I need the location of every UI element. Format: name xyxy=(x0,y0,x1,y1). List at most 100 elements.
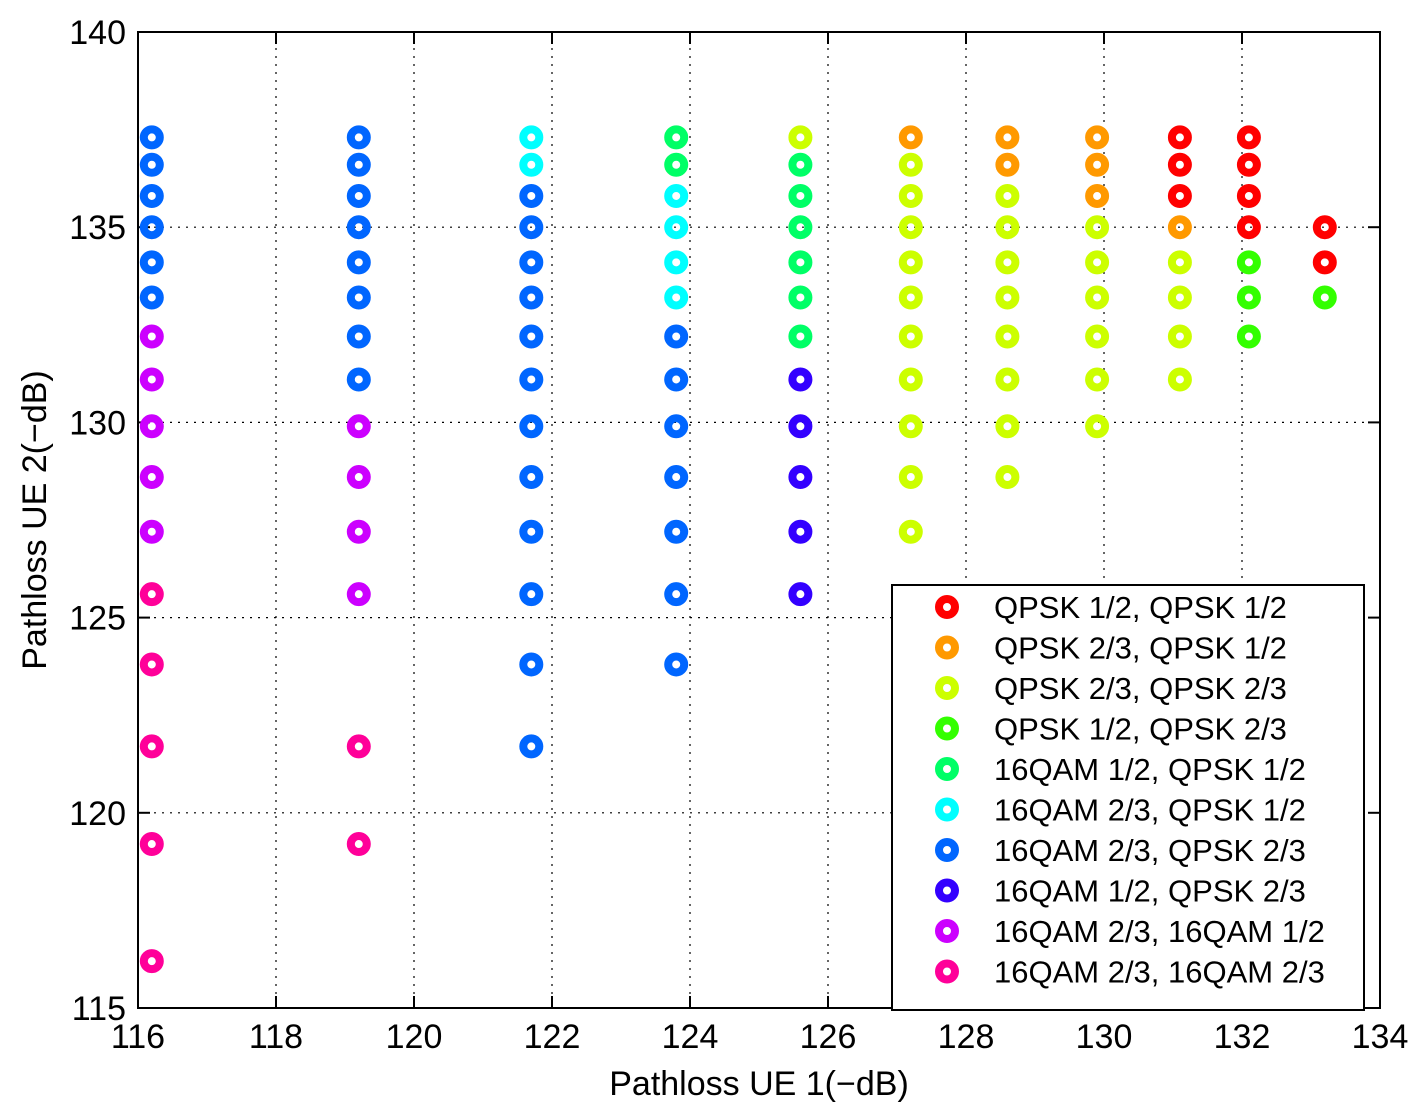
x-tick-label: 132 xyxy=(1214,1018,1271,1056)
data-point xyxy=(898,183,923,208)
data-point xyxy=(995,215,1020,240)
data-point xyxy=(898,152,923,177)
data-point xyxy=(1167,215,1192,240)
data-point xyxy=(1167,285,1192,310)
x-tick-label: 128 xyxy=(938,1018,995,1056)
data-point xyxy=(519,652,544,677)
data-point xyxy=(664,582,689,607)
data-point xyxy=(664,285,689,310)
data-point xyxy=(139,949,164,974)
data-point xyxy=(139,215,164,240)
y-tick-label: 135 xyxy=(69,209,126,247)
data-point xyxy=(995,465,1020,490)
data-point xyxy=(346,250,371,275)
data-point xyxy=(898,465,923,490)
data-point xyxy=(1085,367,1110,392)
data-point xyxy=(1312,215,1337,240)
data-point xyxy=(139,152,164,177)
data-point xyxy=(346,465,371,490)
data-point xyxy=(1167,367,1192,392)
data-point xyxy=(139,832,164,857)
data-point xyxy=(346,734,371,759)
data-point xyxy=(1167,183,1192,208)
data-point xyxy=(519,215,544,240)
data-point xyxy=(788,215,813,240)
data-point xyxy=(346,832,371,857)
data-point xyxy=(1236,285,1261,310)
y-tick-label: 115 xyxy=(72,990,126,1028)
legend-marker xyxy=(935,838,959,862)
data-point xyxy=(898,324,923,349)
axis-ticks: 116 118 120 122 124 126 128 130 132 134 115 120 125 1… xyxy=(69,14,1408,1056)
data-point xyxy=(139,465,164,490)
data-point xyxy=(139,519,164,544)
data-point xyxy=(898,414,923,439)
data-point xyxy=(346,285,371,310)
data-point xyxy=(788,285,813,310)
data-point xyxy=(788,367,813,392)
data-point xyxy=(664,324,689,349)
legend-marker xyxy=(935,595,959,619)
data-point xyxy=(346,183,371,208)
legend-label: QPSK 2/3, QPSK 1/2 xyxy=(994,631,1287,666)
data-point xyxy=(788,519,813,544)
data-point xyxy=(139,250,164,275)
data-point xyxy=(995,125,1020,150)
data-point xyxy=(346,519,371,544)
data-point xyxy=(1085,324,1110,349)
x-tick-label: 122 xyxy=(524,1018,581,1056)
legend-marker xyxy=(935,635,959,660)
data-point xyxy=(788,465,813,490)
data-point xyxy=(898,215,923,240)
legend-label: 16QAM 2/3, QPSK 2/3 xyxy=(994,833,1306,868)
data-point xyxy=(519,465,544,490)
legend-marker xyxy=(935,959,959,984)
data-point xyxy=(519,734,544,759)
data-point xyxy=(788,183,813,208)
data-point xyxy=(519,250,544,275)
y-tick-label: 125 xyxy=(69,600,126,638)
data-point xyxy=(995,324,1020,349)
data-point xyxy=(1236,215,1261,240)
data-point xyxy=(519,414,544,439)
data-point xyxy=(664,152,689,177)
data-point xyxy=(346,125,371,150)
grid xyxy=(138,32,1380,1008)
data-point xyxy=(1085,250,1110,275)
data-point xyxy=(664,465,689,490)
data-point xyxy=(788,324,813,349)
data-point xyxy=(788,414,813,439)
data-point xyxy=(139,414,164,439)
data-point xyxy=(788,125,813,150)
data-point xyxy=(346,367,371,392)
plot-frame xyxy=(137,31,1381,1009)
data-point xyxy=(346,582,371,607)
data-point xyxy=(1236,183,1261,208)
legend-label: QPSK 1/2, QPSK 1/2 xyxy=(994,590,1287,625)
data-point xyxy=(1085,285,1110,310)
data-point xyxy=(1167,250,1192,275)
x-tick-label: 124 xyxy=(662,1018,719,1056)
x-tick-label: 130 xyxy=(1076,1018,1133,1056)
data-point xyxy=(346,414,371,439)
data-point xyxy=(139,367,164,392)
data-point xyxy=(519,367,544,392)
data-point xyxy=(1236,324,1261,349)
data-point xyxy=(519,183,544,208)
legend-label: 16QAM 2/3, 16QAM 2/3 xyxy=(994,955,1325,990)
legend-label: QPSK 2/3, QPSK 2/3 xyxy=(994,671,1287,706)
data-point xyxy=(898,519,923,544)
x-tick-label: 120 xyxy=(386,1018,443,1056)
legend: QPSK 1/2, QPSK 1/2 QPSK 2/3, QPSK 1/2 QPSK… xyxy=(891,584,1365,1011)
data-point xyxy=(1167,152,1192,177)
legend-marker xyxy=(935,878,959,903)
data-point xyxy=(139,125,164,150)
data-point xyxy=(519,582,544,607)
legend-marker xyxy=(935,919,959,943)
data-point xyxy=(519,125,544,150)
legend-marker xyxy=(935,716,959,741)
data-point xyxy=(519,285,544,310)
data-point xyxy=(139,183,164,208)
data-point xyxy=(519,324,544,349)
